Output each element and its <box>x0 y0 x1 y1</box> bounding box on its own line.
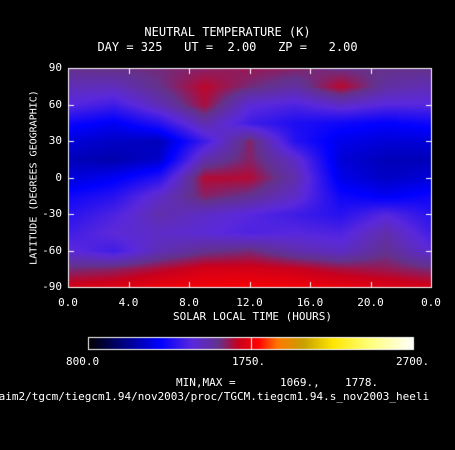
x-tick-label: 8.0 <box>179 296 199 309</box>
y-tick-label: 90 <box>48 61 62 74</box>
y-tick-label: -30 <box>42 207 62 220</box>
chart-title: NEUTRAL TEMPERATURE (K) <box>144 25 311 39</box>
chart-subtitle: DAY = 325 UT = 2.00 ZP = 2.00 <box>97 40 358 54</box>
colorbar-min-label: 800.0 <box>66 355 100 368</box>
source-path: /aim2/tgcm/tiegcm1.94/nov2003/proc/TGCM.… <box>0 390 430 403</box>
colorbar-max-label: 2700. <box>396 355 430 368</box>
colorbar-mid-label: 1750. <box>232 355 266 368</box>
x-tick-label: 12.0 <box>236 296 263 309</box>
y-tick-label: -90 <box>42 280 62 293</box>
x-tick-label: 0.0 <box>421 296 441 309</box>
x-tick-label: 0.0 <box>58 296 78 309</box>
y-tick-label: 30 <box>48 134 62 147</box>
max-value: 1778. <box>345 376 379 389</box>
y-tick-label: -60 <box>42 243 62 257</box>
y-tick-label: 0 <box>55 170 62 184</box>
y-tick-label: 60 <box>48 97 62 111</box>
x-tick-label: 4.0 <box>118 296 139 309</box>
min-value: 1069., <box>280 376 320 389</box>
x-tick-label: 20.0 <box>357 296 384 309</box>
x-tick-label: 16.0 <box>296 296 324 309</box>
x-axis-label: SOLAR LOCAL TIME (HOURS) <box>173 310 332 323</box>
minmax-label: MIN,MAX = <box>176 376 236 389</box>
y-axis-label: LATITUDE (DEGREES GEOGRAPHIC) <box>28 90 40 265</box>
